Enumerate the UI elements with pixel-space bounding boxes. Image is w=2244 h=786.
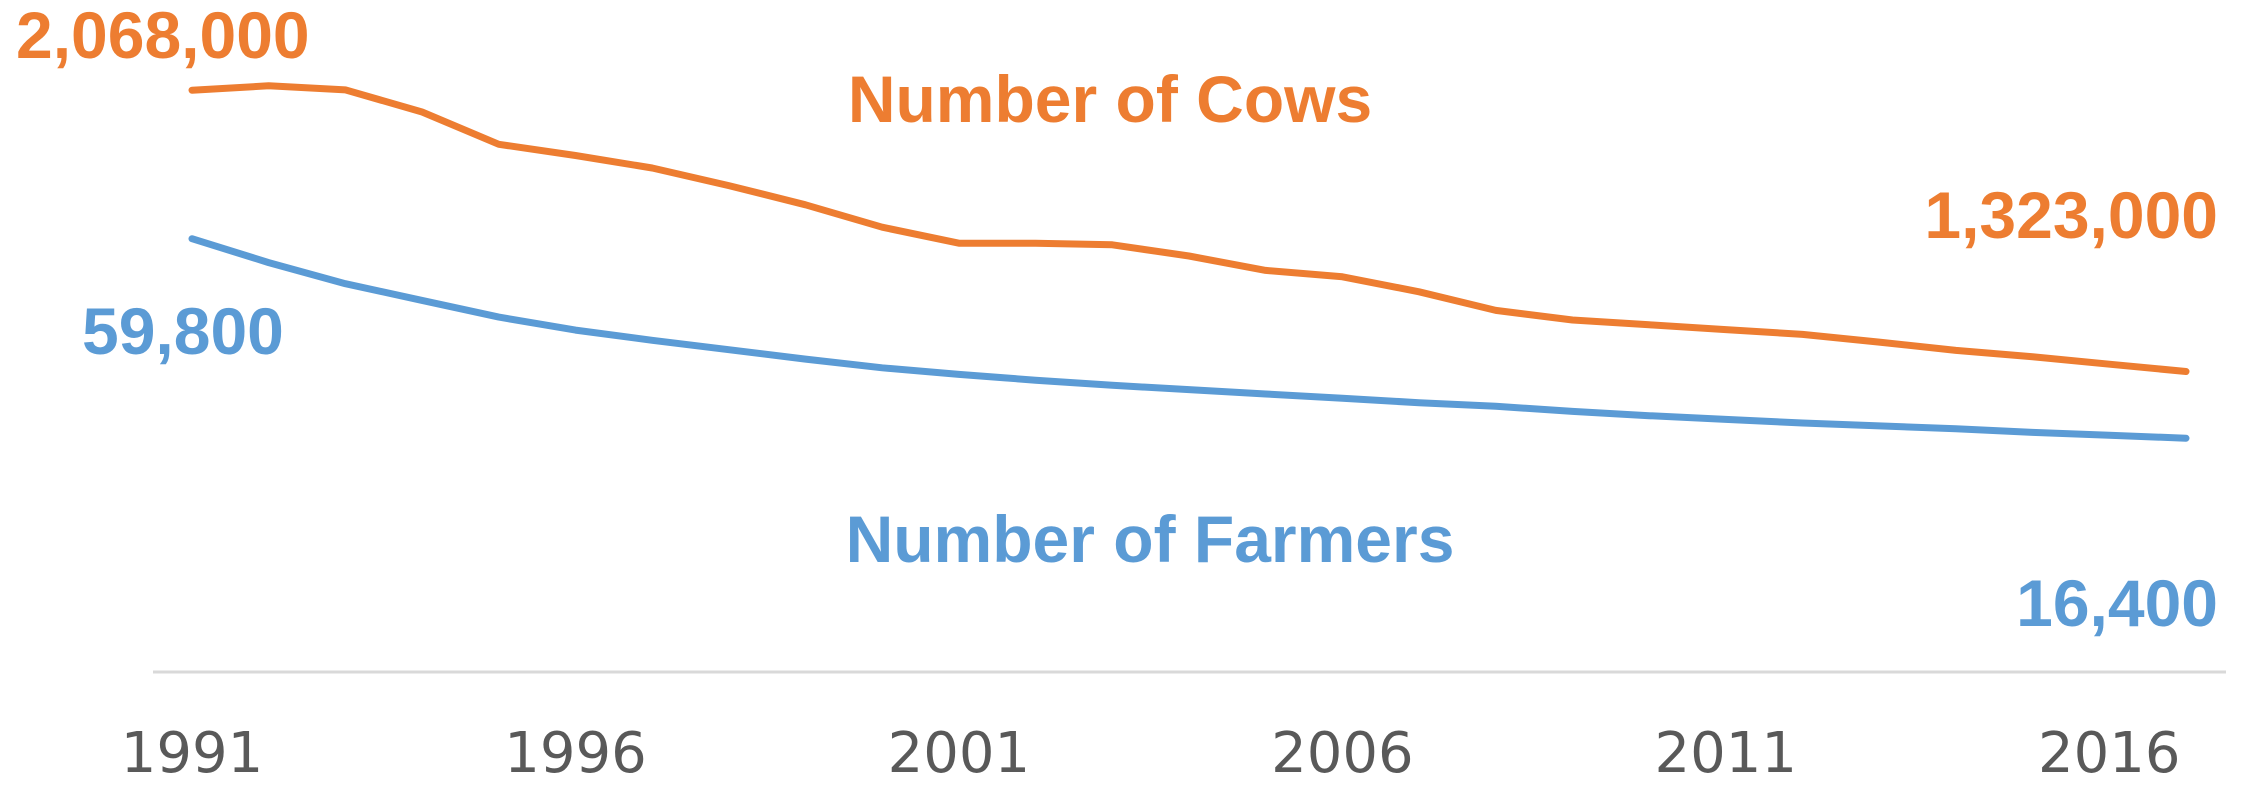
x-tick-label: 1991 (121, 721, 264, 786)
farmers-end-value-label: 16,400 (2016, 566, 2218, 640)
x-tick-label: 2001 (888, 721, 1031, 786)
series-line-farmers (188, 235, 2190, 442)
x-tick-label: 2016 (2038, 721, 2181, 786)
series-label-farmers: Number of Farmers (846, 502, 1455, 576)
cows-end-value-label: 1,323,000 (1924, 178, 2218, 252)
series-label-cows: Number of Cows (848, 62, 1372, 136)
x-tick-label: 2011 (1655, 721, 1798, 786)
x-axis-ticks: 1991 1996 2001 2006 2011 2016 (121, 721, 2181, 786)
x-tick-label: 2006 (1271, 721, 1414, 786)
series-lines (188, 82, 2190, 442)
farmers-start-value-label: 59,800 (82, 294, 284, 368)
cows-start-value-label: 2,068,000 (16, 0, 310, 72)
series-line-cows (188, 82, 2190, 375)
x-tick-label: 1996 (504, 721, 647, 786)
